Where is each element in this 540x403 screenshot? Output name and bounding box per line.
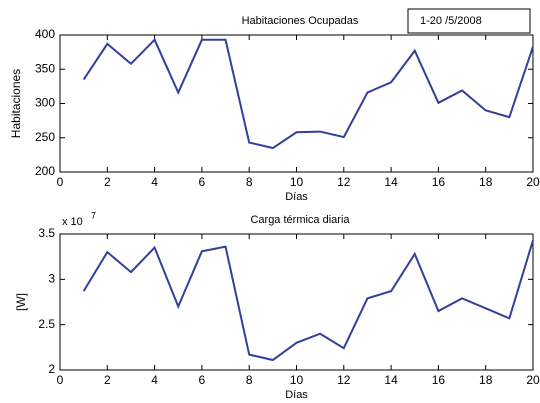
plot-area: [59, 233, 534, 371]
data-line: [82, 38, 534, 150]
annotation: 1-20 /5/2008: [420, 15, 482, 27]
x-tick-label: 0: [57, 373, 64, 387]
x-axis-label: Días: [285, 191, 308, 203]
x-axis-label: Días: [285, 389, 308, 401]
x-tick-label: 20: [526, 373, 540, 387]
y-tick-label: 2: [48, 362, 55, 376]
plot-area: [59, 34, 534, 173]
x-tick-label: 2: [104, 373, 111, 387]
y-tick-label: 350: [35, 61, 55, 75]
x-tick-label: 18: [479, 373, 493, 387]
y-tick-label: 3: [48, 272, 55, 286]
x-tick-label: 8: [246, 373, 253, 387]
y-tick-label: 2.5: [38, 317, 55, 331]
x-tick-label: 14: [384, 373, 398, 387]
multiplier-exponent: 7: [91, 210, 96, 220]
multiplier: x 10: [62, 216, 83, 228]
x-tick-label: 16: [432, 373, 446, 387]
data-line: [82, 240, 534, 362]
x-tick-label: 12: [337, 373, 351, 387]
x-tick-label: 2: [104, 175, 111, 189]
x-tick-label: 6: [199, 373, 206, 387]
x-tick-label: 4: [151, 373, 158, 387]
x-tick-label: 16: [432, 175, 446, 189]
x-tick-label: 0: [57, 175, 64, 189]
x-tick-label: 6: [199, 175, 206, 189]
x-tick-label: 14: [384, 175, 398, 189]
x-tick-label: 12: [337, 175, 351, 189]
y-tick-label: 3.5: [38, 226, 55, 240]
chart-title: Habitaciones Ocupadas: [242, 15, 359, 27]
x-tick-label: 18: [479, 175, 493, 189]
y-tick-label: 400: [35, 27, 55, 41]
y-tick-label: 250: [35, 130, 55, 144]
x-tick-label: 10: [290, 373, 304, 387]
x-tick-label: 8: [246, 175, 253, 189]
x-tick-label: 4: [151, 175, 158, 189]
y-axis-label: Habitaciones: [9, 69, 23, 138]
y-tick-label: 200: [35, 164, 55, 178]
chart-title: Carga térmica diaria: [250, 214, 350, 226]
annotation-box: [407, 8, 531, 34]
x-tick-label: 20: [526, 175, 540, 189]
x-tick-label: 10: [290, 175, 304, 189]
y-tick-label: 300: [35, 96, 55, 110]
y-axis-label: [W]: [14, 293, 28, 311]
